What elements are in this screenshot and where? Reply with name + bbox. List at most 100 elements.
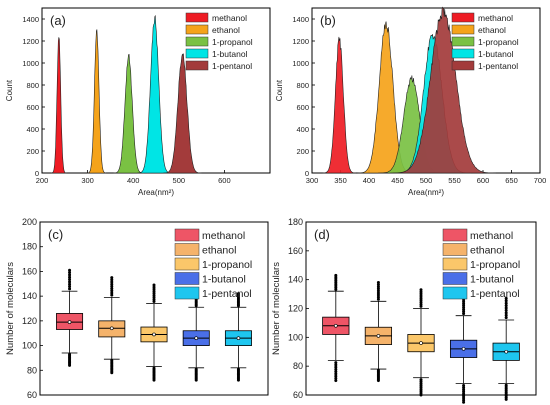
legend-label: 1-butanol xyxy=(202,274,246,286)
y-tick-label: 0 xyxy=(305,169,309,178)
histogram-ethanol xyxy=(87,29,107,174)
outlier-point xyxy=(334,365,338,369)
legend-label: methanol xyxy=(202,230,245,242)
y-tick-label: 200 xyxy=(22,217,37,227)
outlier-point xyxy=(504,316,508,320)
box-1-butanol xyxy=(449,295,478,404)
outlier-point xyxy=(152,285,156,289)
outlier-point xyxy=(504,304,508,308)
box-1-pentanol xyxy=(224,292,252,382)
legend-swatch xyxy=(174,286,200,300)
plot-frame xyxy=(39,221,269,396)
outlier-point xyxy=(68,285,72,289)
legend-label: ethanol xyxy=(470,245,504,257)
outlier-point xyxy=(110,289,114,293)
outlier-point xyxy=(334,376,338,380)
outliers xyxy=(152,283,156,382)
legend-label: 1-pentanol xyxy=(470,288,520,300)
panel-1: 0 200 400 600 800 1000 1200 1400 Count (b) 300 350 4… xyxy=(275,6,547,197)
histogram-1-pentanol xyxy=(163,53,202,174)
panel-3: 60 80 100 120 140 160 180 Number of moleculars (… xyxy=(271,217,537,404)
x-tick-label: 200 xyxy=(36,176,49,185)
outlier-point xyxy=(68,278,72,282)
mean-point xyxy=(504,349,508,354)
outlier-point xyxy=(334,367,338,371)
outlier-point xyxy=(462,307,466,311)
outlier-point xyxy=(334,379,338,383)
outlier-point xyxy=(68,282,72,286)
y-tick-label: 600 xyxy=(296,103,309,112)
y-axis-label: Count xyxy=(5,79,14,101)
y-tick-label: 80 xyxy=(27,365,37,375)
outlier-point xyxy=(462,394,466,398)
outlier-point xyxy=(419,296,423,300)
outlier-point xyxy=(334,273,338,277)
outlier-point xyxy=(334,363,338,367)
x-tick-label: 400 xyxy=(127,176,140,185)
outlier-point xyxy=(462,390,466,394)
outlier-point xyxy=(236,378,240,382)
y-tick-label: 800 xyxy=(26,81,39,90)
outlier-point xyxy=(419,288,423,292)
outlier-point xyxy=(110,276,114,280)
outliers xyxy=(504,296,508,401)
outlier-point xyxy=(68,273,72,277)
x-tick-label: 300 xyxy=(81,176,94,185)
y-tick-label: 600 xyxy=(26,103,39,112)
x-tick-label: 700 xyxy=(534,176,547,185)
outlier-point xyxy=(334,370,338,374)
outlier-point xyxy=(462,398,466,402)
legend-swatch xyxy=(185,12,209,23)
outlier-point xyxy=(68,275,72,279)
panel-label: (c) xyxy=(48,227,63,242)
box-ethanol xyxy=(364,281,393,383)
mean-point xyxy=(236,336,241,340)
outlier-point xyxy=(110,280,114,284)
x-tick-label: 650 xyxy=(505,176,518,185)
outlier-point xyxy=(462,305,466,309)
y-axis-label: Number of moleculars xyxy=(271,262,282,355)
y-tick-label: 60 xyxy=(293,390,303,400)
y-tick-label: 60 xyxy=(27,390,37,400)
outlier-point xyxy=(462,301,466,305)
outlier-point xyxy=(376,287,380,291)
outlier-point xyxy=(419,290,423,294)
y-tick-label: 160 xyxy=(22,266,37,276)
histogram-1-butanol xyxy=(137,14,172,174)
legend-label: 1-butanol xyxy=(470,274,514,286)
box-1-butanol xyxy=(182,292,210,382)
panel-2: 60 80 100 120 140 160 180 200 Number of molecula… xyxy=(5,217,269,400)
legend-label: methanol xyxy=(212,13,247,23)
y-tick-label: 400 xyxy=(26,125,39,134)
mean-point xyxy=(109,326,114,331)
legend-swatch xyxy=(442,272,468,285)
legend-swatch xyxy=(174,228,200,242)
legend-label: 1-propanol xyxy=(478,37,519,47)
outlier-point xyxy=(152,283,156,287)
outliers xyxy=(334,273,338,383)
y-tick-label: 1000 xyxy=(22,59,39,68)
legend-swatch xyxy=(451,36,475,47)
x-tick-label: 600 xyxy=(477,176,490,185)
x-axis-label: Area(nm²) xyxy=(138,188,174,197)
outlier-point xyxy=(376,285,380,289)
y-tick-label: 120 xyxy=(22,316,37,326)
y-tick-label: 1400 xyxy=(22,15,39,24)
legend-swatch xyxy=(174,243,200,256)
mean-point xyxy=(376,334,381,338)
legend-swatch xyxy=(174,257,200,271)
y-axis-label: Count xyxy=(275,79,284,101)
outlier-point xyxy=(376,289,380,293)
outlier-point xyxy=(152,289,156,293)
legend-swatch xyxy=(451,12,475,23)
legend-swatch xyxy=(185,60,209,71)
outlier-point xyxy=(68,363,72,367)
y-tick-label: 80 xyxy=(293,361,303,371)
outlier-point xyxy=(152,295,156,299)
panel-label: (a) xyxy=(50,13,66,28)
outlier-point xyxy=(504,311,508,315)
y-tick-label: 1200 xyxy=(22,37,39,46)
y-tick-label: 1400 xyxy=(292,15,309,24)
legend-swatch xyxy=(185,48,209,59)
